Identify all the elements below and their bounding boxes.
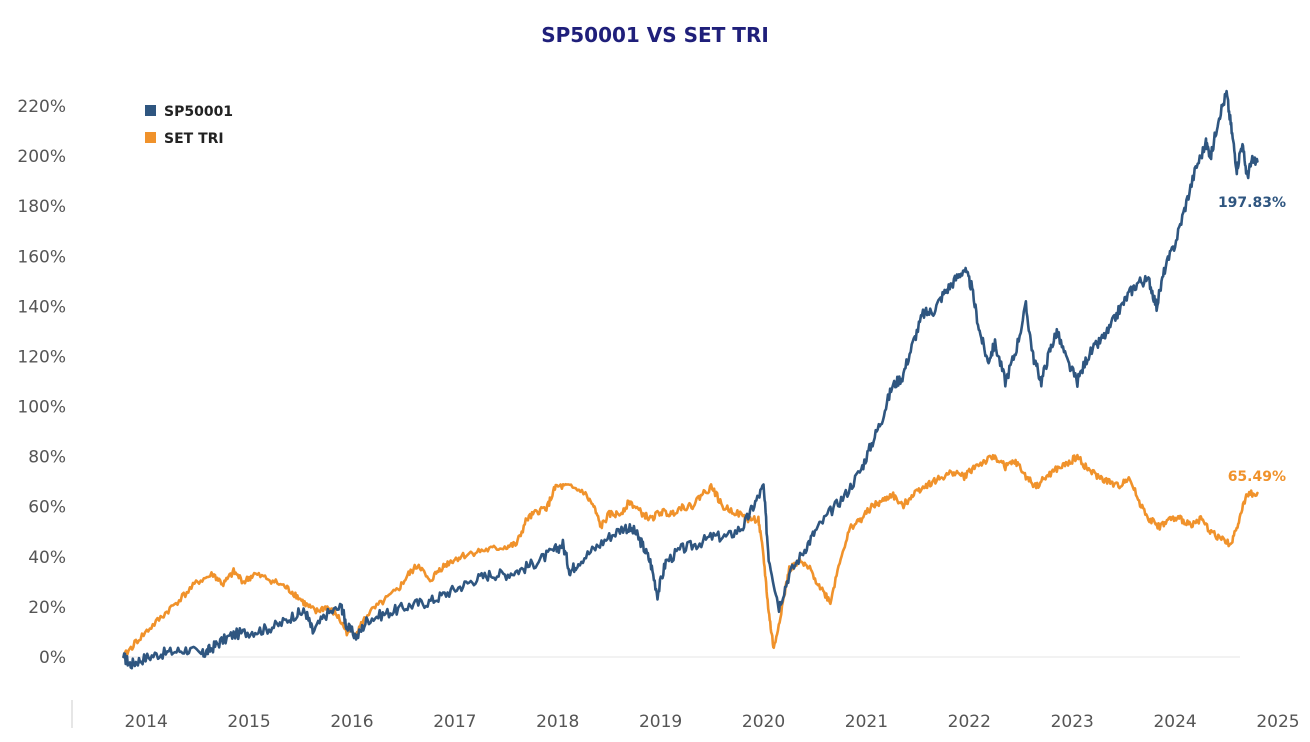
y-tick-label: 200% (17, 147, 66, 167)
y-axis-ticks: 0% 20% 40% 60% 80% 100% 120% 140% 160% 180% 200% 22… (17, 97, 66, 668)
end-labels: 65.49% 197.83% (1218, 195, 1286, 485)
x-tick-label: 2019 (639, 712, 682, 732)
chart-title: SP50001 VS SET TRI (541, 23, 769, 47)
x-tick-label: 2024 (1153, 712, 1196, 732)
series-line-sp50001 (122, 89, 1259, 670)
x-tick-label: 2022 (948, 712, 991, 732)
x-tick-label: 2018 (536, 712, 579, 732)
x-tick-label: 2014 (125, 712, 168, 732)
x-tick-label: 2021 (845, 712, 888, 732)
y-tick-label: 100% (17, 398, 66, 418)
legend-swatch (145, 105, 156, 116)
y-tick-label: 0% (39, 648, 66, 668)
x-tick-label: 2020 (742, 712, 785, 732)
y-tick-label: 160% (17, 247, 66, 267)
y-tick-label: 80% (28, 448, 66, 468)
x-tick-label: 2023 (1051, 712, 1094, 732)
end-label-set-tri: 65.49% (1228, 469, 1286, 485)
x-tick-label: 2015 (227, 712, 270, 732)
legend-label: SP50001 (164, 104, 233, 120)
end-label-sp50001: 197.83% (1218, 195, 1286, 211)
y-tick-label: 20% (28, 598, 66, 618)
x-axis-ticks: 2014 2015 2016 2017 2018 2019 2020 2021 2022 2023… (125, 712, 1300, 732)
y-tick-label: 140% (17, 297, 66, 317)
y-tick-label: 220% (17, 97, 66, 117)
series-line-set-tri (122, 453, 1259, 659)
y-tick-label: 40% (28, 548, 66, 568)
y-tick-label: 60% (28, 498, 66, 518)
legend-label: SET TRI (164, 131, 224, 147)
x-tick-label: 2016 (330, 712, 373, 732)
x-tick-label: 2025 (1256, 712, 1299, 732)
legend: SP50001 SET TRI (145, 104, 233, 147)
y-tick-label: 120% (17, 347, 66, 367)
legend-swatch (145, 132, 156, 143)
y-tick-label: 180% (17, 197, 66, 217)
series-lines (122, 89, 1259, 670)
x-tick-label: 2017 (433, 712, 476, 732)
